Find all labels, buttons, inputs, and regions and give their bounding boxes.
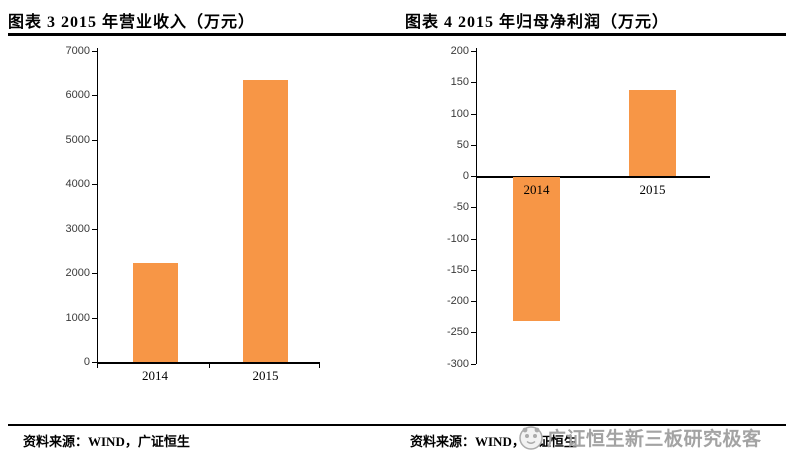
- y-tick-label: 4000: [65, 178, 90, 191]
- category-tick: [319, 363, 320, 368]
- y-tick: [92, 51, 97, 52]
- y-tick: [471, 238, 476, 240]
- category-tick: [208, 363, 210, 368]
- y-tick: [471, 332, 476, 334]
- y-tick-label: -200: [446, 295, 469, 307]
- y-tick-label: 3000: [65, 222, 90, 235]
- category-label-2014: 2014: [523, 182, 550, 197]
- y-tick-label: 200: [450, 45, 469, 57]
- y-tick-label: -250: [446, 326, 469, 339]
- y-tick: [471, 176, 476, 177]
- y-tick-label: 150: [450, 76, 469, 89]
- y-tick: [92, 317, 97, 319]
- y-tick-label: 5000: [65, 133, 90, 146]
- category-label-2015: 2015: [639, 182, 666, 197]
- y-tick-label: 50: [456, 138, 469, 151]
- y-tick-label: 7000: [65, 45, 90, 57]
- bar-2015: [629, 90, 676, 176]
- y-tick: [92, 362, 97, 363]
- watermark-text: 广证恒生新三板研究极客: [547, 429, 762, 450]
- y-tick: [471, 51, 476, 52]
- y-tick: [471, 363, 476, 365]
- panda-logo-icon: [518, 425, 544, 451]
- y-tick-label: 2000: [65, 267, 90, 280]
- category-label-2015: 2015: [252, 368, 279, 383]
- y-tick: [471, 113, 476, 115]
- y-tick-label: -150: [446, 263, 469, 276]
- y-axis: [476, 48, 477, 364]
- x-axis: [476, 176, 710, 178]
- y-tick: [92, 95, 97, 97]
- y-tick-label: 100: [450, 107, 469, 120]
- chart-left-title: 图表 3 2015 年营业收入（万元）: [8, 14, 256, 31]
- y-tick-label: -300: [446, 357, 469, 370]
- footer-rule: [8, 424, 786, 426]
- y-tick-label: 0: [83, 356, 90, 368]
- chart-net-profit: -300 -250 -200 -150 -100 -50 0 50 100 150 200 2014 2…: [397, 40, 794, 380]
- y-tick-label: 0: [462, 170, 469, 182]
- y-tick: [92, 184, 97, 186]
- title-underline: [8, 33, 786, 36]
- y-tick: [92, 228, 97, 230]
- y-tick-label: 1000: [65, 311, 90, 324]
- y-tick: [471, 269, 476, 271]
- source-left: 资料来源：WIND，广证恒生: [23, 434, 190, 449]
- category-label-2014: 2014: [142, 368, 168, 383]
- category-tick: [97, 363, 98, 368]
- y-tick: [471, 207, 476, 209]
- watermark: 广证恒生新三板研究极客: [518, 424, 762, 451]
- y-tick-label: -100: [446, 232, 469, 245]
- y-tick-label: -50: [453, 201, 469, 214]
- chart-right-title: 图表 4 2015 年归母净利润（万元）: [405, 14, 670, 31]
- y-tick: [471, 301, 476, 302]
- chart-revenue: 0 1000 2000 3000 4000 5000 6000 7000 2014 2015: [0, 40, 397, 383]
- y-tick-label: 6000: [65, 89, 90, 102]
- bar-2015: [243, 79, 288, 362]
- bar-2014: [132, 262, 178, 362]
- y-tick: [471, 82, 476, 84]
- y-tick: [92, 139, 97, 141]
- y-tick: [471, 144, 476, 146]
- bar-2014: [513, 177, 560, 321]
- y-tick: [92, 273, 97, 275]
- y-axis: [97, 48, 98, 362]
